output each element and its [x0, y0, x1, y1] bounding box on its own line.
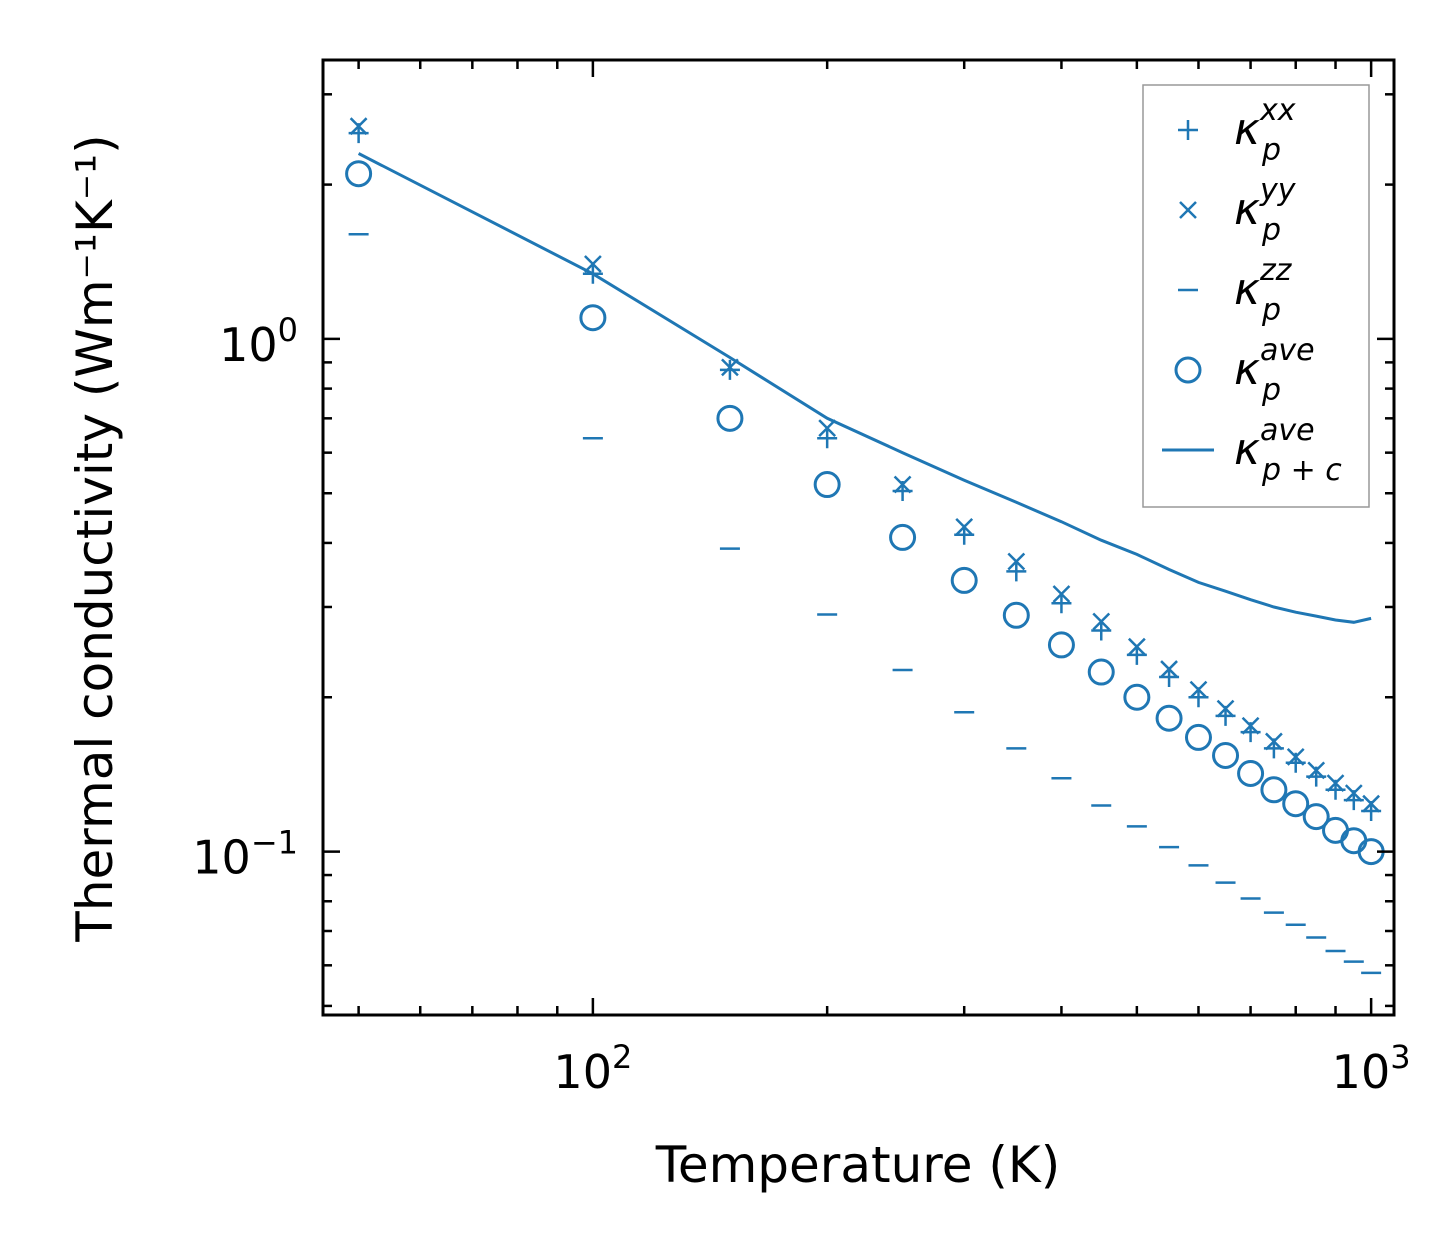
legend-frame — [1142, 84, 1370, 508]
y-axis-label: Thermal conductivity (Wm⁻¹K⁻¹) — [66, 134, 124, 942]
data-point--p-ave — [1184, 723, 1212, 751]
data-point--p-yy — [1344, 784, 1363, 803]
data-point--p-yy — [1092, 612, 1111, 631]
data-point--p-ave — [889, 523, 917, 551]
data-point--p-yy — [1307, 761, 1326, 780]
legend-label: κave p + c — [1234, 413, 1342, 488]
data-point--p-ave — [1302, 803, 1330, 831]
data-point--p-yy — [1007, 552, 1026, 571]
data-point--p-ave — [1260, 776, 1288, 804]
data-point--p-yy — [584, 255, 602, 273]
tick-labels: 102 103 10−1 100 — [192, 311, 1410, 1099]
data-point--p-ave — [1237, 760, 1265, 788]
data-point--p-yy — [349, 117, 368, 136]
data-point--p-ave — [345, 160, 373, 188]
data-point--p-yy — [1362, 794, 1381, 813]
data-point--p-xx — [1091, 620, 1112, 641]
legend-label: κzz p — [1234, 253, 1293, 328]
data-point--p-yy — [1286, 748, 1305, 766]
data-point--p-yy — [1127, 637, 1146, 656]
data-point--p-yy — [1160, 660, 1178, 678]
data-point--p-ave — [716, 404, 744, 432]
data-point--p-ave — [1155, 704, 1183, 732]
data-marks — [345, 117, 1385, 975]
data-point--p-ave — [1047, 631, 1075, 659]
series-line--p-c-ave — [357, 152, 1372, 624]
legend-label: κyy p — [1234, 173, 1297, 248]
data-point--p-yy — [1265, 732, 1283, 751]
data-point--p-ave — [1087, 658, 1115, 686]
data-point--p-yy — [1189, 680, 1208, 699]
plot-frame — [321, 58, 1396, 1017]
data-point--p-xx — [1006, 561, 1027, 582]
x-tick-label: 103 — [1332, 1038, 1411, 1099]
data-point--p-ave — [1282, 790, 1310, 818]
x-axis-label: Temperature (K) — [655, 1136, 1060, 1194]
data-point--p-xx — [719, 359, 740, 380]
legend-marker — [1178, 120, 1198, 140]
data-point--p-xx — [1051, 593, 1072, 614]
data-point--p-xx — [817, 428, 838, 449]
data-point--p-yy — [1326, 774, 1345, 793]
data-point--p-ave — [579, 304, 607, 332]
y-tick-label: 100 — [219, 311, 298, 372]
data-point--p-yy — [1241, 716, 1260, 735]
data-point--p-yy — [818, 419, 837, 437]
data-point--p-ave — [1002, 601, 1030, 629]
data-point--p-yy — [1216, 699, 1235, 718]
legend-marker — [1179, 201, 1197, 219]
data-point--p-ave — [813, 471, 841, 499]
y-tick-label: 10−1 — [192, 824, 298, 885]
data-point--p-ave — [1123, 683, 1151, 711]
legend-label: κave p — [1234, 333, 1315, 408]
data-point--p-ave — [1212, 741, 1240, 769]
data-point--p-yy — [1052, 585, 1071, 603]
legend-label: κxx p — [1234, 93, 1296, 168]
data-point--p-ave — [950, 566, 978, 594]
x-tick-label: 102 — [553, 1038, 632, 1099]
data-point--p-yy — [955, 517, 974, 536]
legend-marker — [1174, 356, 1202, 384]
data-point--p-yy — [893, 475, 912, 494]
